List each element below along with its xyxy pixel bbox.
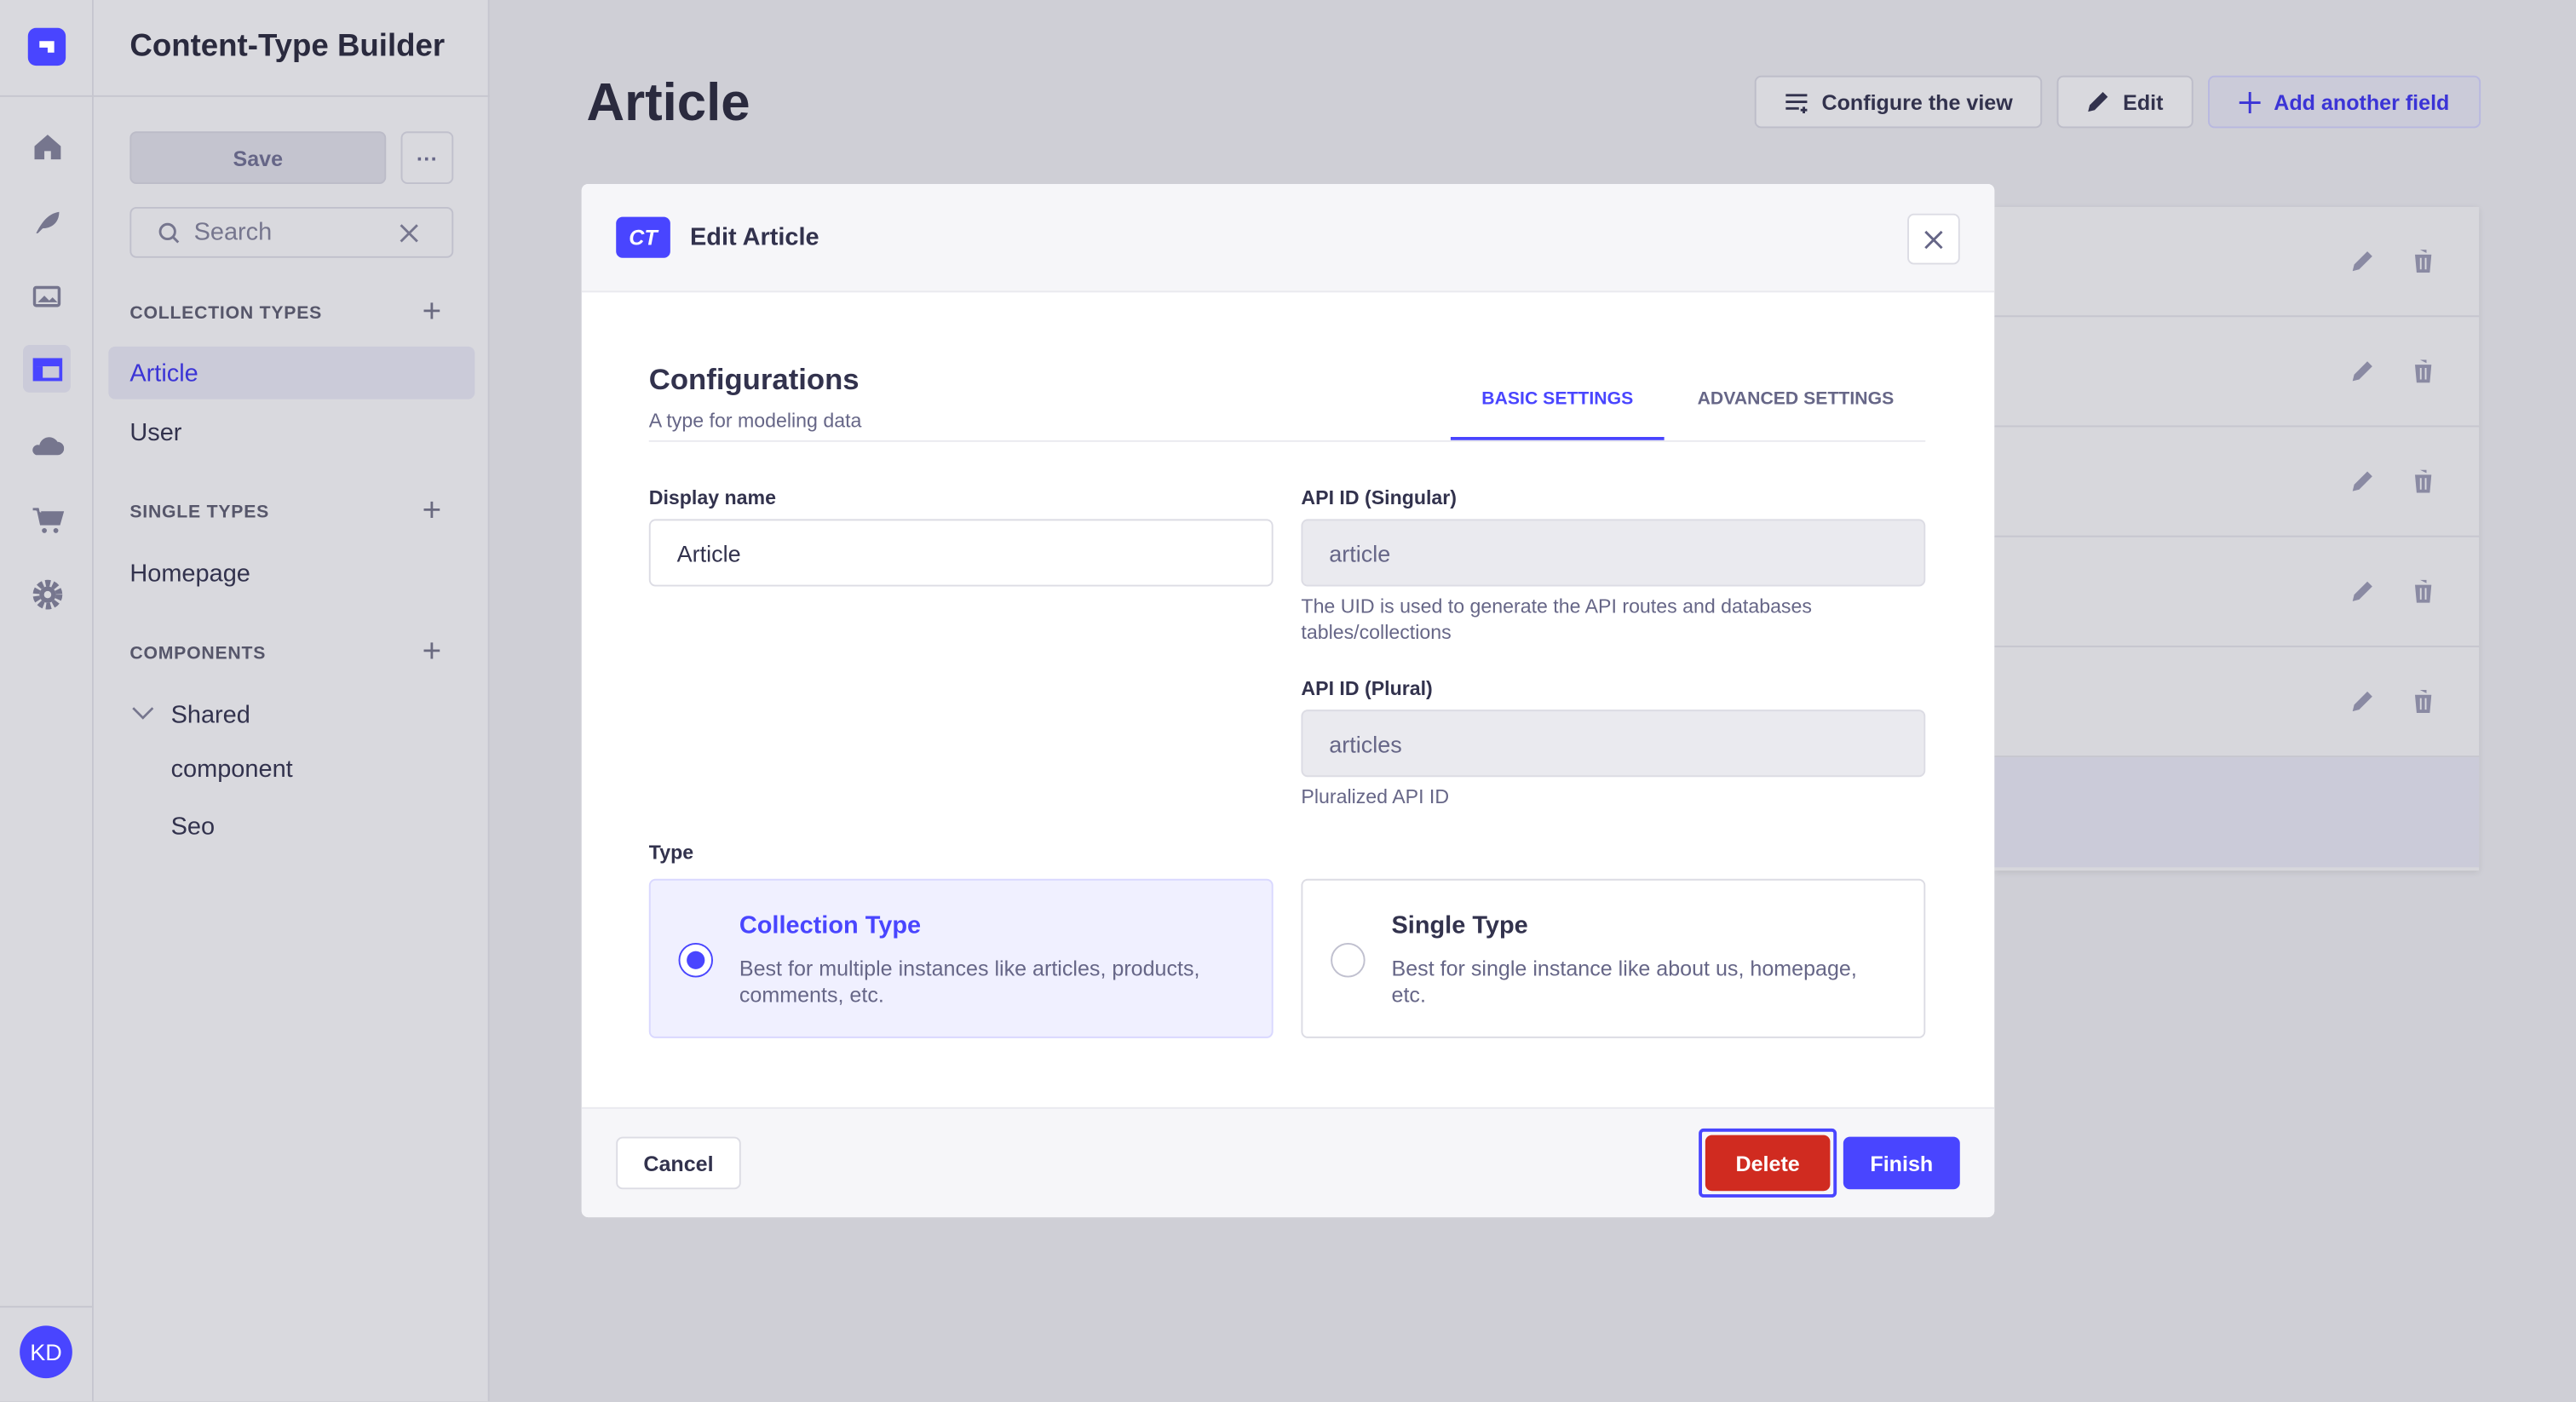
divider — [0, 95, 94, 97]
field-row — [1994, 427, 2480, 537]
fields-table — [1994, 206, 2480, 871]
type-option-single[interactable]: Single Type Best for single instance lik… — [1301, 878, 1926, 1038]
display-name-input[interactable]: Article — [648, 519, 1274, 587]
clear-search-icon[interactable] — [400, 222, 419, 242]
divider — [0, 1306, 94, 1308]
pencil-icon[interactable] — [2351, 470, 2374, 493]
add-field-label: Add another field — [2274, 89, 2450, 115]
edit-button[interactable]: Edit — [2056, 75, 2194, 129]
finish-button[interactable]: Finish — [1843, 1136, 1960, 1190]
field-row — [1994, 757, 2480, 868]
list-settings-icon — [1785, 93, 1808, 113]
modal-header: CT Edit Article — [581, 183, 1995, 293]
component-group-shared[interactable]: Shared — [170, 701, 250, 730]
home-icon[interactable] — [23, 122, 71, 170]
settings-icon[interactable] — [23, 570, 71, 618]
focus-ring — [1699, 1128, 1837, 1198]
main-nav-rail: KD — [0, 0, 94, 1402]
pencil-icon — [2088, 91, 2108, 112]
trash-icon[interactable] — [2413, 579, 2434, 603]
more-button[interactable]: ··· — [400, 131, 454, 184]
add-single-type-icon[interactable]: + — [422, 492, 442, 529]
strapi-logo[interactable] — [27, 27, 66, 66]
page-title: Article — [586, 72, 750, 132]
tab-basic-settings[interactable]: BASIC SETTINGS — [1481, 389, 1634, 410]
active-tab-indicator — [1450, 436, 1665, 440]
api-id-plural-input[interactable]: articles — [1301, 710, 1926, 778]
type-option-title: Single Type — [1391, 911, 1528, 940]
configure-view-label: Configure the view — [1821, 89, 2013, 115]
sidebar-item-homepage[interactable]: Homepage — [129, 560, 250, 589]
section-subtitle: A type for modeling data — [648, 409, 862, 433]
save-button[interactable]: Save — [129, 131, 387, 184]
content-type-builder-icon[interactable] — [22, 344, 71, 393]
trash-icon[interactable] — [2413, 689, 2434, 713]
divider — [93, 95, 490, 97]
radio-single-type[interactable] — [1331, 942, 1366, 978]
api-id-singular-help: The UID is used to generate the API rout… — [1301, 595, 1812, 644]
pencil-icon[interactable] — [2351, 250, 2374, 273]
add-component-icon[interactable]: + — [422, 634, 442, 670]
field-row — [1994, 537, 2480, 647]
trash-icon[interactable] — [2413, 359, 2434, 383]
avatar[interactable]: KD — [20, 1325, 72, 1379]
field-row — [1994, 647, 2480, 758]
type-option-collection[interactable]: Collection Type Best for multiple instan… — [648, 878, 1274, 1038]
cloud-icon[interactable] — [23, 421, 71, 468]
pencil-icon[interactable] — [2351, 580, 2374, 603]
type-option-desc: Best for single instance like about us, … — [1391, 956, 1857, 1008]
add-collection-type-icon[interactable]: + — [422, 294, 442, 330]
field-row — [1994, 207, 2480, 318]
api-id-plural-label: API ID (Plural) — [1301, 676, 1433, 700]
sidebar-item-article[interactable] — [108, 346, 475, 399]
modal-title: Edit Article — [689, 223, 819, 252]
media-library-icon[interactable] — [23, 271, 71, 319]
components-label: COMPONENTS — [129, 643, 267, 664]
tabs-divider — [648, 440, 1926, 442]
feather-icon[interactable] — [23, 197, 71, 244]
api-id-singular-label: API ID (Singular) — [1301, 486, 1458, 509]
content-type-sidebar: Content-Type Builder Save ··· Search COL… — [93, 0, 490, 1402]
delete-button[interactable]: Delete — [1705, 1135, 1831, 1192]
api-id-plural-help: Pluralized API ID — [1301, 784, 1450, 808]
tab-advanced-settings[interactable]: ADVANCED SETTINGS — [1697, 389, 1895, 410]
close-icon — [1924, 229, 1943, 249]
sidebar-item-label: Article — [129, 359, 198, 388]
type-label: Type — [648, 841, 694, 865]
sidebar-item-component[interactable]: component — [170, 756, 293, 784]
sidebar-item-seo[interactable]: Seo — [170, 813, 216, 842]
edit-content-type-modal: CT Edit Article Configurations A type fo… — [581, 183, 1995, 1218]
sidebar-item-user[interactable]: User — [129, 418, 182, 447]
cancel-button[interactable]: Cancel — [616, 1136, 741, 1190]
collection-types-label: COLLECTION TYPES — [129, 303, 323, 324]
api-id-singular-input[interactable]: article — [1301, 519, 1926, 587]
add-another-field-button[interactable]: Add another field — [2207, 75, 2481, 129]
trash-icon[interactable] — [2413, 250, 2434, 273]
field-row — [1994, 317, 2480, 428]
search-icon — [158, 221, 180, 243]
type-option-title: Collection Type — [739, 911, 922, 940]
single-types-label: SINGLE TYPES — [129, 503, 270, 523]
search-input[interactable]: Search — [129, 206, 454, 258]
chevron-down-icon[interactable] — [131, 706, 154, 721]
content-type-badge: CT — [616, 216, 670, 258]
modal-footer: Cancel Delete Finish — [581, 1106, 1995, 1218]
section-heading: Configurations — [648, 363, 860, 396]
plus-icon — [2239, 91, 2261, 113]
type-option-desc: Best for multiple instances like article… — [739, 956, 1200, 1008]
search-placeholder: Search — [193, 218, 273, 247]
radio-collection-type[interactable] — [678, 942, 713, 978]
display-name-label: Display name — [648, 486, 777, 509]
configure-view-button[interactable]: Configure the view — [1754, 75, 2043, 129]
close-button[interactable] — [1907, 213, 1960, 265]
pencil-icon[interactable] — [2351, 690, 2374, 713]
edit-label: Edit — [2123, 89, 2164, 115]
pencil-icon[interactable] — [2351, 359, 2374, 382]
sidebar-title: Content-Type Builder — [129, 29, 446, 65]
trash-icon[interactable] — [2413, 469, 2434, 493]
cart-icon[interactable] — [23, 496, 71, 543]
